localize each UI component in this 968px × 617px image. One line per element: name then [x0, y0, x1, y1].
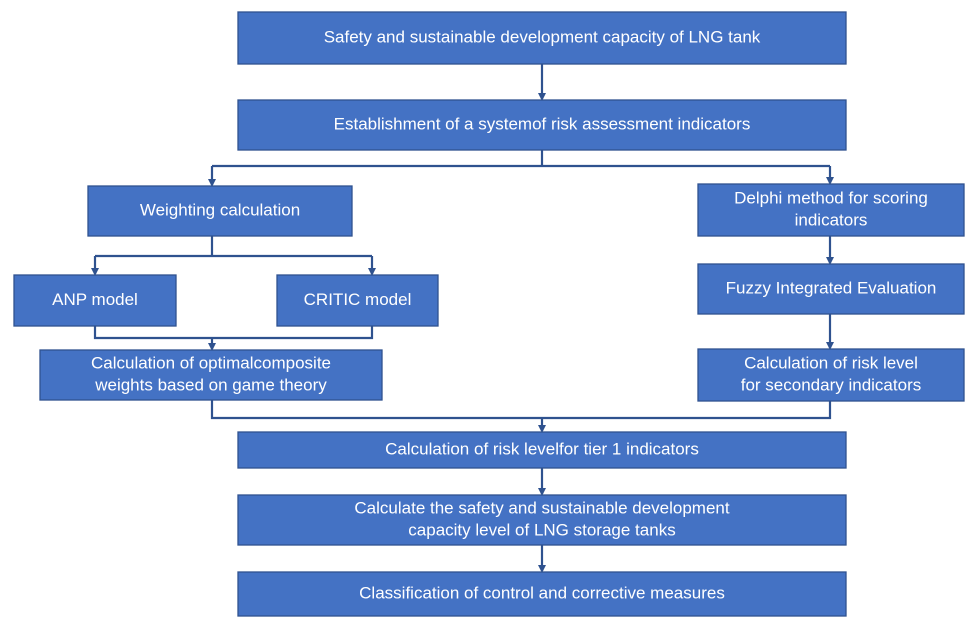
- box-label: Calculation of optimalcomposite: [91, 353, 331, 372]
- box-label: Calculation of risk levelfor tier 1 indi…: [385, 439, 699, 458]
- box-label: ANP model: [52, 290, 138, 309]
- box-label: Safety and sustainable development capac…: [324, 27, 761, 46]
- process-box: [87, 185, 353, 237]
- process-box: [697, 183, 965, 237]
- box-label: Calculation of risk level: [744, 353, 918, 372]
- box-label: Calculate the safety and sustainable dev…: [354, 498, 729, 517]
- process-box: [13, 274, 177, 327]
- box-label: Weighting calculation: [140, 200, 300, 219]
- box-label: weights based on game theory: [94, 375, 327, 394]
- box-label: indicators: [795, 210, 868, 229]
- process-box: [237, 11, 847, 65]
- process-box: [237, 494, 847, 546]
- box-label: Establishment of a systemof risk assessm…: [334, 114, 751, 133]
- box-label: Delphi method for scoring: [734, 188, 928, 207]
- box-label: CRITIC model: [304, 290, 412, 309]
- process-box: [39, 349, 383, 401]
- boxes: Safety and sustainable development capac…: [13, 11, 965, 617]
- process-box: [237, 99, 847, 151]
- process-box: [697, 263, 965, 315]
- box-label: Fuzzy Integrated Evaluation: [726, 278, 937, 297]
- process-box: [697, 348, 965, 402]
- box-label: Classification of control and corrective…: [359, 583, 725, 602]
- process-box: [237, 571, 847, 617]
- process-box: [237, 431, 847, 469]
- connectors: [91, 64, 834, 573]
- connector: [210, 400, 832, 420]
- connector: [93, 326, 374, 340]
- box-label: for secondary indicators: [741, 375, 921, 394]
- box-label: capacity level of LNG storage tanks: [408, 520, 675, 539]
- process-box: [276, 274, 439, 327]
